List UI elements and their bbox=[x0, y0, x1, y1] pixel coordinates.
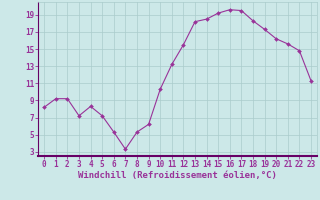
X-axis label: Windchill (Refroidissement éolien,°C): Windchill (Refroidissement éolien,°C) bbox=[78, 171, 277, 180]
